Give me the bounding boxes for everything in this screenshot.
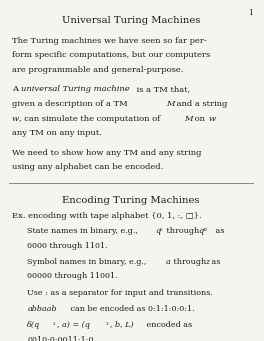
Text: Symbol names in binary, e.g.,: Symbol names in binary, e.g., [27,258,149,266]
Text: q: q [198,227,203,235]
Text: any TM on any input.: any TM on any input. [12,130,102,137]
Text: Universal Turing Machines: Universal Turing Machines [62,16,200,25]
Text: q: q [155,227,161,235]
Text: M: M [166,100,175,108]
Text: Ex. encoding with tape alphabet {0, 1, :, □}.: Ex. encoding with tape alphabet {0, 1, :… [12,212,201,220]
Text: ₃: ₃ [106,321,108,326]
Text: , b, L): , b, L) [110,321,134,329]
Text: δ(q: δ(q [27,321,40,329]
Text: ₂: ₂ [52,321,55,326]
Text: are programmable and general-purpose.: are programmable and general-purpose. [12,66,183,74]
Text: 1: 1 [248,9,253,17]
Text: The Turing machines we have seen so far per-: The Turing machines we have seen so far … [12,37,206,45]
Text: ₁₃: ₁₃ [203,227,208,232]
Text: through: through [164,227,202,235]
Text: encoded as: encoded as [144,321,192,329]
Text: through: through [171,258,209,266]
Text: M: M [185,115,193,123]
Text: , can simulate the computation of: , can simulate the computation of [19,115,163,123]
Text: universal Turing machine: universal Turing machine [21,85,130,93]
Text: 00000 through 11001.: 00000 through 11001. [27,272,118,280]
Text: w: w [209,115,216,123]
Text: a: a [166,258,171,266]
Text: 0010:0:0011:1:0.: 0010:0:0011:1:0. [27,336,96,341]
Text: can be encoded as 0:1:1:0:0:1.: can be encoded as 0:1:1:0:0:1. [68,305,195,313]
Text: is a TM that,: is a TM that, [134,85,190,93]
Text: using any alphabet can be encoded.: using any alphabet can be encoded. [12,163,163,171]
Text: as: as [213,227,224,235]
Text: ₀: ₀ [160,227,163,232]
Text: 0000 through 1101.: 0000 through 1101. [27,241,108,250]
Text: on: on [192,115,208,123]
Text: A: A [12,85,20,93]
Text: State names in binary, e.g.,: State names in binary, e.g., [27,227,141,235]
Text: Encoding Turing Machines: Encoding Turing Machines [62,196,200,205]
Text: z: z [205,258,209,266]
Text: abbaab: abbaab [27,305,57,313]
Text: , a) = (q: , a) = (q [57,321,90,329]
Text: w: w [12,115,19,123]
Text: Use : as a separator for input and transitions.: Use : as a separator for input and trans… [27,288,213,297]
Text: form specific computations, but our computers: form specific computations, but our comp… [12,51,210,59]
Text: and a string: and a string [174,100,227,108]
Text: as: as [209,258,220,266]
Text: given a description of a TM: given a description of a TM [12,100,130,108]
Text: We need to show how any TM and any string: We need to show how any TM and any strin… [12,149,201,157]
